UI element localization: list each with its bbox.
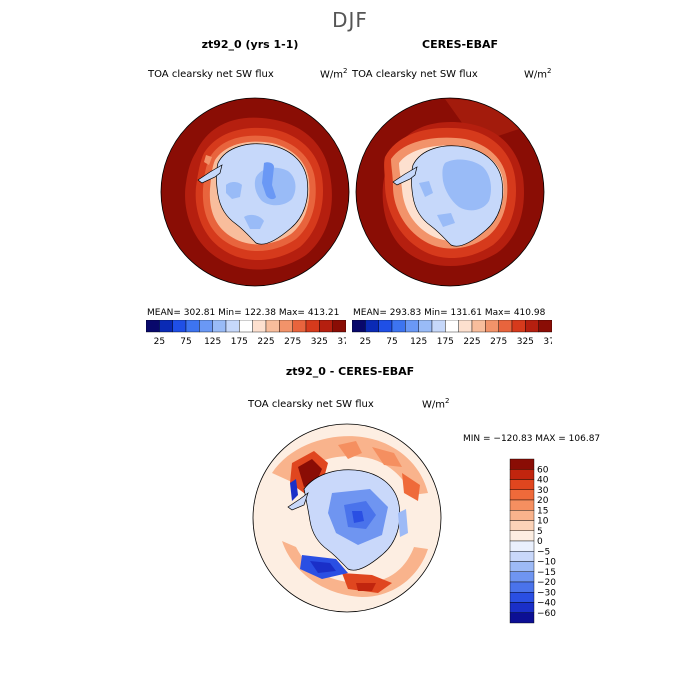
colorbar-swatch [319, 320, 333, 333]
obs-colorbar: 25 75 125 175 225 275 325 375 [352, 320, 552, 347]
diff-colorbar-swatch [509, 510, 535, 521]
colorbar-swatch [418, 320, 433, 333]
colorbar-swatch [498, 320, 513, 333]
model-variable-label: TOA clearsky net SW flux [148, 69, 274, 80]
colorbar-swatch [185, 320, 200, 333]
diff-colorbar-swatch [509, 499, 535, 511]
colorbar-swatch [511, 320, 526, 333]
diff-colorbar-swatch [509, 551, 535, 562]
colorbar-swatch [279, 320, 293, 333]
diff-colorbar-tick-label: −5 [537, 547, 550, 557]
diff-colorbar-tick-label: −60 [537, 609, 556, 619]
colorbar-swatch [525, 320, 539, 333]
colorbar-swatch [352, 320, 366, 333]
model-polar-map [160, 97, 350, 287]
colorbar-swatch [252, 320, 267, 333]
obs-stats: MEAN= 293.83 Min= 131.61 Max= 410.98 [353, 308, 546, 318]
colorbar-tick-label: 25 [360, 337, 371, 347]
colorbar-tick-label: 325 [311, 337, 328, 347]
colorbar-swatch [405, 320, 419, 333]
diff-colorbar-tick-label: 0 [537, 537, 543, 547]
diff-colorbar-swatch [509, 469, 535, 480]
colorbar-tick-label: 175 [437, 337, 454, 347]
diff-colorbar-swatch [509, 530, 535, 542]
colorbar-swatch [172, 320, 187, 333]
colorbar-swatch [431, 320, 446, 333]
diff-colorbar-swatch [509, 561, 535, 572]
colorbar-tick-label: 225 [463, 337, 480, 347]
colorbar-swatch [292, 320, 307, 333]
diff-colorbar-tick-label: 10 [537, 517, 549, 527]
colorbar-swatch [239, 320, 253, 333]
colorbar-swatch [391, 320, 406, 333]
diff-colorbar-swatch [509, 602, 535, 613]
colorbar-tick-label: 175 [231, 337, 248, 347]
obs-panel-title: CERES-EBAF [422, 38, 498, 51]
colorbar-swatch [332, 320, 346, 333]
colorbar-tick-label: 275 [490, 337, 507, 347]
model-panel-title: zt92_0 (yrs 1-1) [201, 38, 299, 51]
colorbar-tick-label: 125 [204, 337, 221, 347]
diff-stats: MIN = −120.83 MAX = 106.87 [463, 434, 601, 444]
model-unit-label: W/m2 [320, 67, 348, 81]
diff-panel-title: zt92_0 - CERES-EBAF [285, 365, 415, 378]
diff-colorbar-swatch [509, 458, 535, 470]
model-colorbar: 25 75 125 175 225 275 325 375 [146, 320, 346, 347]
diff-colorbar-tick-label: 40 [537, 476, 549, 486]
diff-colorbar-tick-label: 20 [537, 496, 549, 506]
diff-colorbar-swatch [509, 520, 535, 531]
colorbar-swatch [538, 320, 552, 333]
diff-colorbar-tick-label: 5 [537, 527, 543, 537]
diff-colorbar-tick-label: −40 [537, 599, 556, 609]
diff-colorbar-tick-label: −10 [537, 558, 556, 568]
colorbar-swatch [225, 320, 240, 333]
colorbar-tick-label: 125 [410, 337, 427, 347]
colorbar-tick-label: 375 [543, 337, 552, 347]
diff-colorbar-swatch [509, 612, 535, 624]
diff-colorbar-swatch [509, 581, 535, 593]
obs-variable-label: TOA clearsky net SW flux [352, 69, 478, 80]
diff-colorbar-tick-label: −30 [537, 588, 556, 598]
colorbar-swatch [445, 320, 459, 333]
colorbar-tick-label: 375 [337, 337, 346, 347]
diff-colorbar-swatch [509, 489, 535, 501]
model-stats: MEAN= 302.81 Min= 122.38 Max= 413.21 [147, 308, 340, 318]
colorbar-tick-label: 275 [284, 337, 301, 347]
colorbar-swatch [458, 320, 473, 333]
diff-colorbar-swatch [509, 592, 535, 603]
obs-polar-map [355, 97, 545, 287]
colorbar-tick-label: 75 [386, 337, 397, 347]
colorbar-swatch [199, 320, 213, 333]
colorbar-tick-label: 225 [257, 337, 274, 347]
colorbar-swatch [305, 320, 320, 333]
diff-unit-label: W/m2 [422, 397, 450, 411]
colorbar-swatch [485, 320, 499, 333]
diff-colorbar-tick-label: −20 [537, 578, 556, 588]
diff-colorbar-swatch [509, 479, 535, 490]
diff-colorbar-swatch [509, 571, 535, 583]
diff-colorbar-tick-label: 30 [537, 486, 549, 496]
colorbar-tick-label: 325 [517, 337, 534, 347]
diff-variable-label: TOA clearsky net SW flux [248, 399, 374, 410]
obs-unit-label: W/m2 [524, 67, 552, 81]
colorbar-tick-label: 25 [154, 337, 165, 347]
diff-colorbar-swatch [509, 540, 535, 552]
diff-colorbar-tick-label: −15 [537, 568, 556, 578]
diff-colorbar-tick-label: 15 [537, 506, 548, 516]
colorbar-swatch [365, 320, 379, 333]
colorbar-swatch [212, 320, 227, 333]
colorbar-tick-label: 75 [180, 337, 191, 347]
colorbar-swatch [265, 320, 280, 333]
diff-polar-map [252, 423, 442, 613]
colorbar-swatch [159, 320, 173, 333]
colorbar-swatch [471, 320, 486, 333]
diff-colorbar-tick-label: 60 [537, 465, 549, 475]
season-title: DJF [332, 8, 368, 32]
colorbar-swatch [378, 320, 393, 333]
colorbar-swatch [146, 320, 160, 333]
